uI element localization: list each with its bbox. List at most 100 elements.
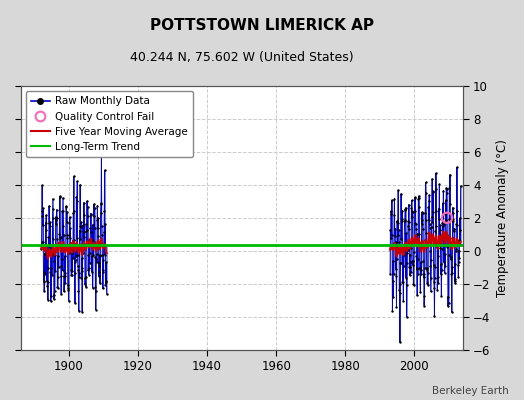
Point (89, 222, 97, 228)
Point (80, 200, 88, 206)
Point (47, 298, 55, 304)
Point (452, 222, 461, 228)
Point (46, 244, 54, 251)
Point (438, 220, 446, 227)
Point (81, 275, 90, 281)
Point (446, 171, 454, 178)
Point (433, 240, 442, 246)
Point (57, 234, 65, 240)
Point (59, 195, 67, 201)
Point (400, 251, 408, 258)
Point (38, 208, 46, 214)
Point (75, 270, 83, 276)
Point (443, 242, 452, 248)
Point (408, 214, 417, 220)
Point (448, 264, 456, 270)
Point (416, 266, 424, 272)
Point (47, 293, 56, 299)
Point (55, 231, 63, 238)
Point (82, 284, 90, 290)
Point (451, 278, 459, 284)
Point (411, 207, 419, 214)
Point (58, 243, 66, 249)
Point (48, 272, 56, 278)
Point (56, 193, 64, 200)
Point (83, 203, 92, 210)
Point (37, 239, 46, 245)
Point (406, 272, 414, 279)
Point (409, 281, 418, 287)
Point (67, 272, 75, 278)
Point (48, 251, 56, 258)
Point (442, 185, 451, 191)
Point (73, 198, 81, 205)
Point (413, 266, 421, 272)
Point (95, 252, 104, 258)
Point (414, 193, 423, 199)
Point (412, 265, 421, 271)
Point (397, 217, 406, 224)
Point (445, 215, 453, 222)
Point (73, 178, 81, 184)
Point (423, 270, 432, 276)
Point (41, 251, 49, 257)
Point (91, 225, 99, 231)
Point (91, 254, 99, 260)
Point (439, 230, 447, 236)
Point (70, 173, 78, 180)
Point (456, 226, 465, 233)
Point (93, 225, 102, 231)
Point (75, 274, 83, 281)
Point (48, 244, 57, 250)
Point (102, 278, 111, 285)
Point (63, 282, 72, 288)
Point (71, 300, 79, 306)
Point (76, 182, 84, 188)
Point (96, 253, 104, 260)
Point (53, 284, 62, 290)
Point (62, 203, 70, 210)
Point (65, 232, 73, 238)
Point (455, 215, 464, 221)
Point (91, 284, 100, 291)
Point (454, 262, 462, 268)
Point (390, 196, 399, 202)
Y-axis label: Temperature Anomaly (°C): Temperature Anomaly (°C) (496, 139, 509, 297)
Point (434, 280, 443, 286)
Point (398, 208, 407, 214)
Point (87, 212, 95, 218)
Point (39, 277, 48, 284)
Point (443, 214, 451, 221)
Point (416, 288, 424, 295)
Point (438, 200, 446, 206)
Point (406, 252, 414, 258)
Point (414, 256, 422, 262)
Point (432, 244, 441, 250)
Point (68, 268, 77, 274)
Point (400, 247, 408, 254)
Point (69, 238, 77, 244)
Point (84, 252, 93, 258)
Point (413, 271, 422, 277)
Point (454, 239, 462, 246)
Point (39, 238, 48, 245)
Point (403, 249, 411, 256)
Point (423, 280, 431, 286)
Point (389, 257, 398, 264)
Point (386, 270, 395, 277)
Point (72, 194, 81, 200)
Point (40, 269, 48, 276)
Point (57, 273, 66, 280)
Point (96, 210, 105, 217)
Point (43, 278, 52, 285)
Point (56, 194, 64, 200)
Point (53, 236, 61, 242)
Point (453, 164, 461, 170)
Point (64, 297, 73, 304)
Point (425, 225, 434, 231)
Point (77, 224, 85, 230)
Point (97, 148, 106, 154)
Point (100, 240, 108, 247)
Point (429, 262, 438, 268)
Point (70, 237, 78, 244)
